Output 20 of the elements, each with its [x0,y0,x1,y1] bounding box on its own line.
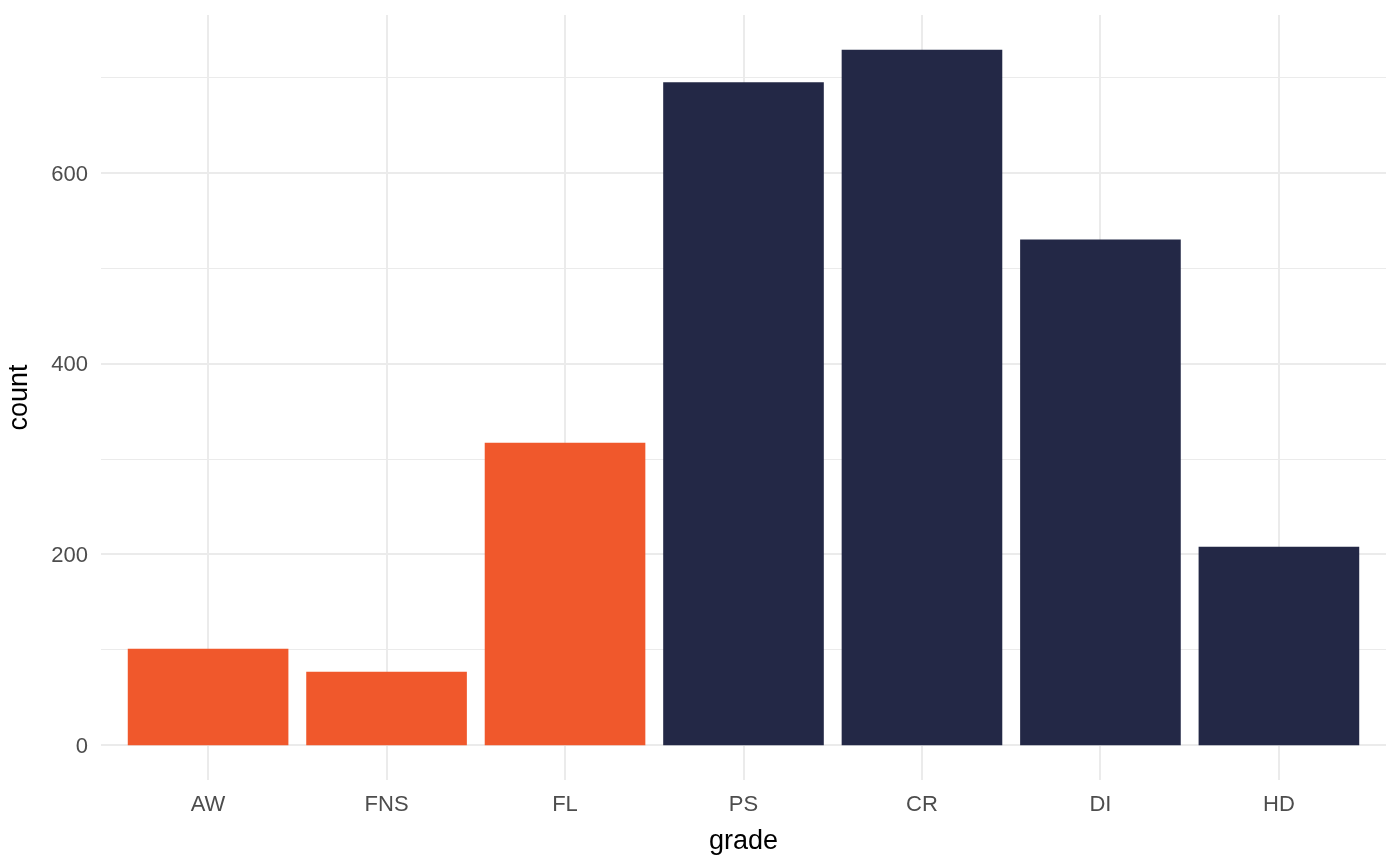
x-tick-label: CR [906,791,938,816]
y-tick-label: 400 [51,351,88,377]
bar [1020,239,1181,746]
y-axis-title: count [3,363,34,431]
bar [306,671,467,746]
bar [484,442,646,746]
bar [1198,546,1360,746]
x-tick-label: FNS [364,791,409,816]
x-tick-label: HD [1263,791,1295,816]
x-tick-label: PS [728,791,759,816]
y-tick-label: 200 [51,542,88,568]
x-axis-title: grade [708,825,779,856]
y-tick-label: 600 [51,160,88,186]
x-tick-label: FL [552,791,578,816]
x-tick-label: DI [1089,791,1112,816]
bar [127,648,289,746]
bar [663,82,824,746]
bar [841,49,1003,746]
x-tick-label: AW [190,791,226,816]
y-tick-label: 0 [75,732,88,758]
